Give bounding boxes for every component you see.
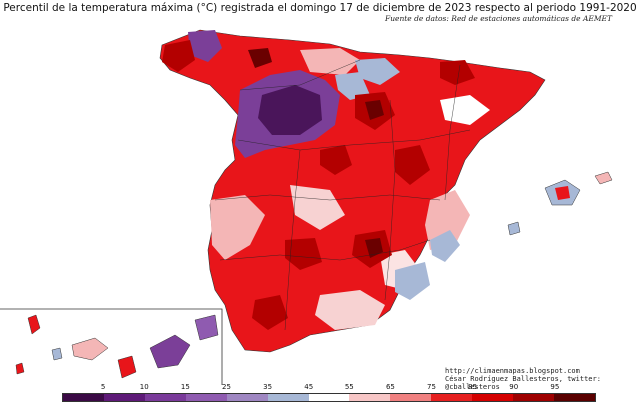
zone-maroon-mancha: [365, 238, 383, 258]
canary-inset-frame: [0, 308, 223, 385]
zone-darkred-castilla: [320, 145, 352, 175]
map-credit: http://climaenmapas.blogspot.com César R…: [445, 367, 640, 391]
zone-light-east: [425, 190, 470, 250]
canary-islands: [15, 314, 219, 379]
author-credit: César Rodríguez Ballesteros, twitter: @c…: [445, 375, 601, 391]
legend-tick: 95: [550, 383, 560, 391]
legend-swatch: [103, 394, 145, 401]
legend-swatch: [390, 394, 432, 401]
legend-tick: 65: [385, 383, 395, 391]
zone-blue-murcia: [395, 262, 430, 300]
balearic-mallorca-hot: [555, 186, 570, 200]
legend-tick: 90: [509, 383, 519, 391]
balearic-ibiza: [507, 221, 521, 236]
legend-tick: 35: [263, 383, 273, 391]
legend-tick: 15: [180, 383, 190, 391]
balearic-menorca: [594, 171, 613, 185]
legend-tick: 85: [468, 383, 478, 391]
zone-maroon-rioja: [365, 100, 384, 120]
legend-tick: 55: [344, 383, 354, 391]
zone-maroon-asturias: [248, 48, 272, 68]
zone-blue-valencia: [430, 230, 460, 262]
zone-light-west: [210, 195, 265, 260]
legend-swatch: [554, 394, 595, 401]
zone-light-north: [300, 48, 360, 75]
legend-swatch: [472, 394, 514, 401]
legend-swatch: [267, 394, 309, 401]
zone-darkred-madrid: [395, 145, 430, 185]
map-title: Percentil de la temperatura máxima (°C) …: [3, 2, 637, 14]
zone-darkred-extremadura: [285, 238, 322, 270]
legend-tick: 45: [304, 383, 314, 391]
zone-light-south: [315, 290, 385, 330]
legend-swatch: [63, 394, 104, 401]
legend-swatch: [308, 394, 350, 401]
legend-swatch: [185, 394, 227, 401]
region-borders: [214, 59, 471, 331]
legend-swatch: [349, 394, 391, 401]
zone-darkred-cantabria: [440, 60, 475, 85]
legend-tick: 5: [100, 383, 106, 391]
zone-blue-northeast: [355, 58, 400, 85]
legend-swatch: [226, 394, 268, 401]
zone-darkred-galicia: [162, 40, 195, 72]
legend-tick: 25: [222, 383, 231, 391]
legend-ticks: 5 10 15 25 35 45 55 65 75 85 90 95: [62, 383, 596, 393]
legend-swatch: [431, 394, 473, 401]
blog-url[interactable]: http://climaenmapas.blogspot.com: [445, 367, 580, 375]
legend-tick: 10: [139, 383, 149, 391]
zone-white-ebro: [440, 95, 490, 125]
percentile-color-legend: [62, 393, 596, 402]
legend-tick: 75: [427, 383, 436, 391]
zone-blue-duero: [335, 72, 370, 100]
zone-purple-core: [258, 85, 322, 135]
zone-darkred-andalucia: [252, 295, 288, 330]
zone-purple-galicia: [188, 30, 222, 62]
legend-swatch: [513, 394, 555, 401]
data-source-note: Fuente de datos: Red de estaciones autom…: [384, 14, 612, 23]
legend-swatch: [144, 394, 186, 401]
zone-light-center: [290, 185, 345, 230]
